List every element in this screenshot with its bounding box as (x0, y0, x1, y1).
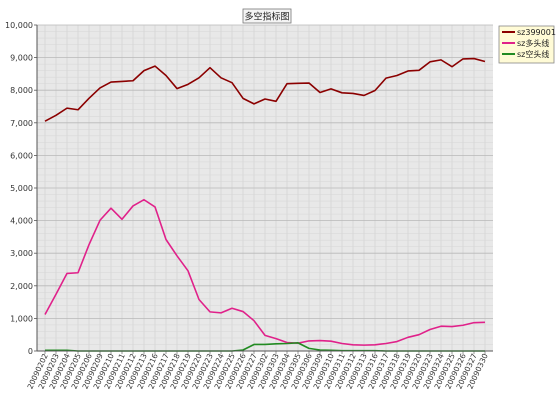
legend-box (498, 25, 555, 64)
x-axis: 2009020220090203200902042009020520090206… (26, 351, 490, 390)
series-line-0 (44, 57, 486, 122)
y-tick-label: 1,000 (10, 314, 33, 323)
legend-label: sz399001 (517, 28, 556, 37)
y-tick-label: 9,000 (10, 54, 33, 63)
y-tick-label: 0 (28, 347, 33, 356)
y-tick-label: 8,000 (10, 86, 33, 95)
legend-label: sz空头线 (517, 49, 549, 59)
legend-label: sz多头线 (517, 38, 549, 48)
y-tick-label: 4,000 (10, 217, 33, 226)
y-tick-label: 10,000 (5, 21, 33, 30)
y-tick-label: 6,000 (10, 151, 33, 160)
y-tick-label: 3,000 (10, 249, 33, 258)
chart-title: 多空指标图 (244, 11, 289, 23)
y-tick-label: 7,000 (10, 119, 33, 128)
y-axis: 0 1,000 2,000 3,000 4,000 5,000 6,000 7,000 8,00… (5, 21, 37, 356)
y-tick-label: 5,000 (10, 184, 33, 193)
grid (37, 24, 493, 352)
series-line-1 (44, 198, 486, 346)
y-tick-label: 2,000 (10, 282, 33, 291)
chart-title-box: 多空指标图 (242, 8, 292, 24)
